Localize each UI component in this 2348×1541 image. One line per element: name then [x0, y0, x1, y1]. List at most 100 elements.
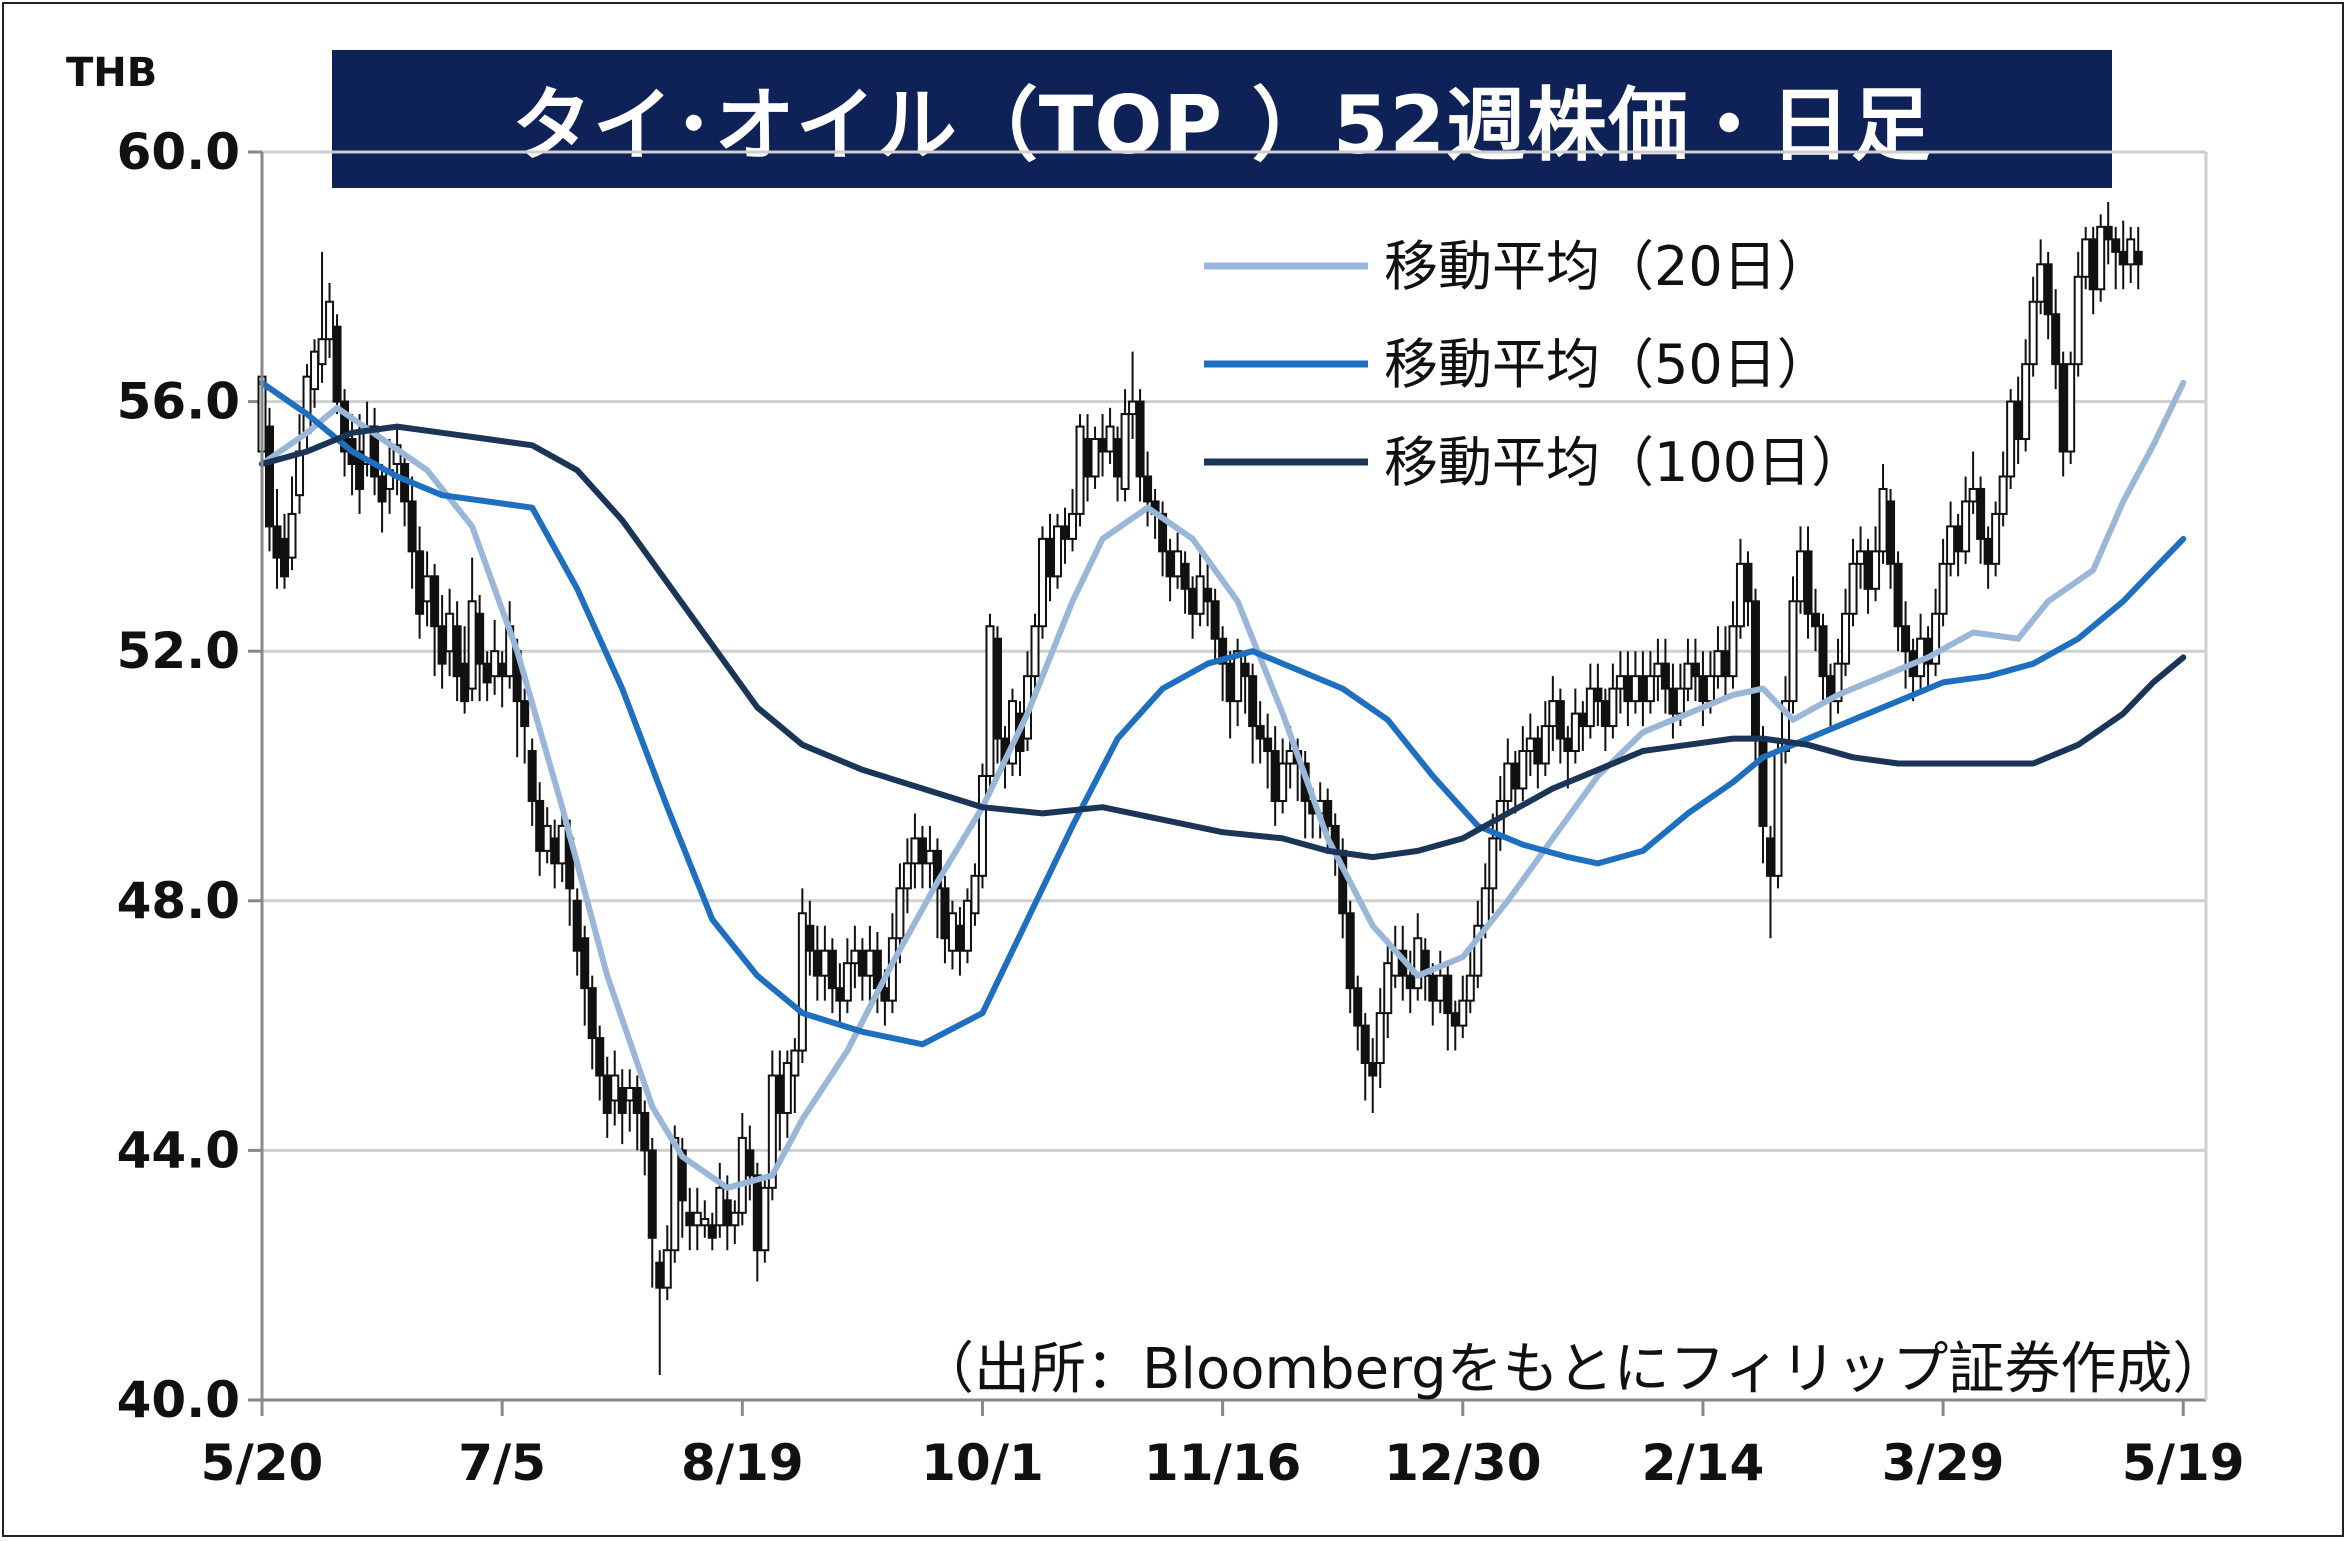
- candle-up: [1991, 512, 2001, 565]
- candle-down: [1720, 650, 1730, 678]
- moving-average-lines: [259, 379, 2187, 1191]
- candle-up: [865, 949, 875, 977]
- candle-down: [1563, 737, 1573, 753]
- candle-down: [475, 612, 485, 665]
- y-tick-label: 40.0: [117, 1371, 240, 1429]
- candle-down: [745, 1149, 755, 1177]
- candle-down: [1510, 762, 1520, 790]
- y-tick-label: 56.0: [117, 373, 240, 431]
- candle-up: [1068, 512, 1078, 540]
- candle-up: [1128, 400, 1138, 416]
- candle-up: [422, 575, 432, 603]
- legend-label-2: 移動平均（50日）: [1384, 333, 1831, 396]
- candle-down: [430, 575, 440, 628]
- candle-down: [1098, 438, 1108, 453]
- candle-down: [370, 425, 380, 478]
- candle-down: [722, 1199, 732, 1227]
- x-tick-label: 3/29: [1882, 1434, 2005, 1492]
- candle-down: [2103, 225, 2113, 241]
- candle-up: [325, 300, 335, 341]
- candle-up: [947, 912, 957, 952]
- candle-down: [992, 637, 1002, 740]
- candle-down: [482, 662, 492, 684]
- candle-up: [1713, 650, 1723, 678]
- candle-down: [677, 1149, 687, 1202]
- candle-down: [1953, 525, 1963, 553]
- candle-down: [857, 949, 867, 977]
- candle-up: [782, 1062, 792, 1114]
- candle-up: [1375, 1012, 1385, 1065]
- legend-label-3: 移動平均（100日）: [1384, 431, 1865, 494]
- candle-down: [1698, 675, 1708, 703]
- candle-down: [535, 799, 545, 852]
- candlestick-series: [257, 201, 2143, 1376]
- candle-up: [985, 625, 995, 777]
- candle-up: [1053, 525, 1063, 578]
- candle-up: [317, 338, 327, 366]
- candle-up: [2081, 238, 2091, 278]
- candle-down: [1863, 550, 1873, 590]
- candle-down: [1083, 438, 1093, 478]
- candle-down: [2118, 250, 2128, 266]
- y-tick-label: 52.0: [117, 622, 240, 680]
- candle-down: [707, 1224, 717, 1239]
- ma-line-2: [259, 379, 2187, 1048]
- title-banner: タイ･オイル（TOP ）52週株価・日足: [332, 50, 2112, 188]
- candle-up: [2096, 225, 2106, 291]
- candle-up: [1946, 525, 1956, 565]
- candle-down: [460, 662, 470, 703]
- candle-up: [1120, 413, 1130, 490]
- candle-down: [1901, 625, 1911, 653]
- candle-up: [767, 1074, 777, 1189]
- candle-up: [1488, 837, 1498, 890]
- source-note: （出所：Bloombergをもとにフィリップ証券作成）: [918, 1337, 2229, 1402]
- candle-up: [1413, 937, 1423, 990]
- candle-down: [1690, 662, 1700, 678]
- candle-down: [647, 1149, 657, 1239]
- candle-up: [842, 962, 852, 1002]
- candle-down: [2013, 400, 2023, 441]
- candle-down: [1405, 974, 1415, 990]
- candle-up: [1735, 562, 1745, 628]
- candle-up: [1458, 999, 1468, 1027]
- candle-down: [1886, 500, 1896, 565]
- candle-up: [2073, 275, 2083, 366]
- candle-down: [2051, 313, 2061, 366]
- candle-up: [310, 350, 320, 391]
- candle-down: [1765, 837, 1775, 877]
- candle-up: [2028, 300, 2038, 366]
- candle-down: [572, 899, 582, 952]
- candle-up: [625, 1087, 635, 1102]
- candle-up: [662, 1249, 672, 1289]
- candle-down: [580, 937, 590, 990]
- candle-down: [655, 1261, 665, 1289]
- candle-up: [925, 849, 935, 865]
- candle-up: [1090, 438, 1100, 478]
- candle-down: [1255, 725, 1265, 740]
- candle-up: [1938, 562, 1948, 615]
- candle-up: [1833, 662, 1843, 703]
- candle-up: [1435, 974, 1445, 1002]
- candle-up: [1615, 675, 1625, 690]
- legend: 移動平均（20日） 移動平均（50日） 移動平均（100日）: [1204, 235, 1865, 494]
- candle-down: [1758, 737, 1768, 827]
- candle-up: [542, 824, 552, 852]
- candle-up: [670, 1136, 680, 1252]
- candle-down: [527, 750, 537, 802]
- x-tick-label: 7/5: [458, 1434, 546, 1492]
- candle-down: [1555, 700, 1565, 740]
- candle-down: [955, 924, 965, 952]
- candle-up: [445, 612, 455, 653]
- candle-down: [602, 1074, 612, 1114]
- candle-up: [1173, 550, 1183, 578]
- candle-down: [1743, 562, 1753, 603]
- candle-up: [1848, 562, 1858, 615]
- candle-down: [917, 837, 927, 865]
- candle-up: [1645, 675, 1655, 703]
- candle-down: [827, 949, 837, 990]
- candle-down: [1818, 625, 1828, 678]
- candle-down: [415, 550, 425, 615]
- candle-up: [760, 1186, 770, 1252]
- candle-up: [790, 1049, 800, 1077]
